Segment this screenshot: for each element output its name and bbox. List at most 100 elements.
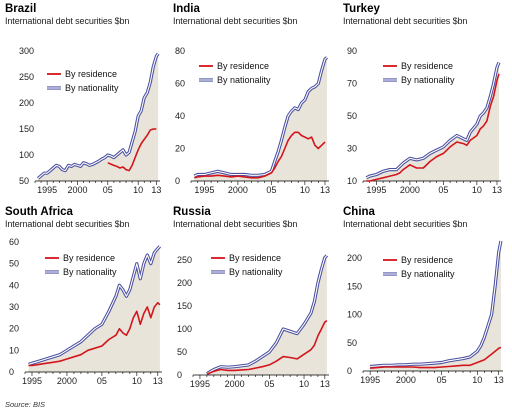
x-tick-label: 2000 [396, 375, 416, 385]
source-value: BIS [32, 400, 46, 409]
y-tick-label: 30 [347, 144, 357, 154]
x-tick-label: 1995 [366, 185, 386, 195]
series-line-nationality-inner [206, 255, 328, 375]
chart-panel-russia: Russia International debt securities $bn… [173, 206, 335, 396]
legend-label-residence: By residence [401, 255, 453, 265]
x-tick-label: 10 [472, 375, 482, 385]
chart-panel-china: China International debt securities $bn … [343, 206, 508, 396]
x-tick-label: 05 [103, 185, 113, 195]
chart-panel-south-africa: South Africa International debt securiti… [5, 206, 167, 396]
legend-label-nationality: By nationality [401, 269, 455, 279]
y-tick-label: 100 [177, 324, 192, 334]
x-tick-label: 2000 [57, 376, 77, 386]
area-fill [194, 57, 327, 181]
y-tick-label: 50 [177, 347, 187, 357]
x-tick-label: 13 [320, 379, 330, 389]
y-tick-label: 50 [9, 259, 19, 269]
chart-subtitle: International debt securities $bn [173, 16, 298, 26]
chart-panel-brazil: Brazil International debt securities $bn… [5, 3, 167, 199]
y-tick-label: 20 [175, 144, 185, 154]
y-tick-label: 0 [175, 176, 180, 186]
y-tick-label: 30 [9, 302, 19, 312]
series-line-residence [194, 131, 326, 179]
chart-title: Brazil [5, 3, 37, 15]
x-tick-label: 05 [264, 379, 274, 389]
y-tick-label: 200 [177, 278, 192, 288]
y-tick-label: 200 [347, 253, 362, 263]
series-line-residence [107, 128, 157, 172]
x-tick-label: 05 [97, 376, 107, 386]
y-tick-label: 0 [177, 370, 182, 380]
x-tick-label: 05 [438, 185, 448, 195]
y-tick-label: 40 [175, 111, 185, 121]
x-tick-label: 1995 [194, 185, 214, 195]
y-tick-label: 300 [19, 46, 34, 56]
chart-plot: 0 10 20 30 40 50 60 1995 2000 05 10 13 By residence B… [9, 237, 163, 386]
y-tick-label: 0 [347, 366, 352, 376]
legend-label-nationality: By nationality [217, 75, 271, 85]
series-line-nationality-inner [366, 62, 500, 179]
x-tick-label: 13 [494, 375, 504, 385]
y-tick-label: 20 [9, 324, 19, 334]
y-tick-label: 150 [347, 281, 362, 291]
x-tick-label: 2000 [67, 185, 87, 195]
y-tick-label: 60 [9, 237, 19, 247]
y-tick-label: 50 [347, 338, 357, 348]
legend-label-residence: By residence [65, 69, 117, 79]
y-tick-label: 250 [19, 72, 34, 82]
chart-plot: 0 50 100 150 200 1995 2000 05 10 13 By residence By… [347, 240, 504, 385]
x-tick-label: 05 [266, 185, 276, 195]
chart-subtitle: International debt securities $bn [343, 219, 468, 229]
y-tick-label: 10 [347, 176, 357, 186]
x-tick-label: 13 [153, 376, 163, 386]
area-fill [206, 255, 327, 375]
y-tick-label: 80 [175, 46, 185, 56]
legend-label-residence: By residence [217, 61, 269, 71]
series-line-nationality-inner [28, 245, 161, 365]
chart-title: Turkey [343, 3, 380, 15]
y-tick-label: 40 [9, 280, 19, 290]
x-tick-label: 2000 [400, 185, 420, 195]
chart-subtitle: International debt securities $bn [5, 219, 130, 229]
chart-panel-turkey: Turkey International debt securities $bn… [343, 3, 508, 199]
chart-title: Russia [173, 206, 211, 218]
y-tick-label: 50 [19, 176, 29, 186]
chart-subtitle: International debt securities $bn [5, 16, 130, 26]
y-tick-label: 10 [9, 345, 19, 355]
x-tick-label: 10 [132, 376, 142, 386]
chart-subtitle: International debt securities $bn [173, 219, 298, 229]
area-fill [28, 246, 160, 372]
x-tick-label: 1995 [37, 185, 57, 195]
legend-label-nationality: By nationality [65, 83, 119, 93]
chart-title: South Africa [5, 206, 73, 218]
chart-subtitle: International debt securities $bn [343, 16, 468, 26]
x-tick-label: 13 [492, 185, 502, 195]
source-note: Source: BIS [5, 400, 45, 409]
chart-plot: 0 20 40 60 80 1995 2000 05 10 13 By residence By na… [175, 46, 330, 195]
x-tick-label: 05 [437, 375, 447, 385]
x-tick-label: 2000 [228, 185, 248, 195]
y-tick-label: 150 [19, 124, 34, 134]
series-line-residence [370, 346, 502, 369]
y-tick-label: 70 [347, 79, 357, 89]
y-tick-label: 0 [9, 367, 14, 377]
x-tick-label: 10 [472, 185, 482, 195]
area-fill [38, 53, 159, 181]
x-tick-label: 13 [320, 185, 330, 195]
x-tick-label: 1995 [360, 375, 380, 385]
area-fill [366, 62, 499, 181]
chart-title: India [173, 3, 200, 15]
legend-label-nationality: By nationality [401, 75, 455, 85]
legend-label-nationality: By nationality [63, 267, 117, 277]
y-tick-label: 100 [347, 310, 362, 320]
y-tick-label: 250 [177, 255, 192, 265]
x-tick-label: 1995 [190, 379, 210, 389]
chart-plot: 50 100 150 200 250 300 1995 2000 05 10 13 By reside… [19, 46, 161, 195]
series-line-nationality-inner [370, 240, 502, 368]
series-line-residence [206, 320, 328, 375]
y-tick-label: 50 [347, 111, 357, 121]
y-tick-label: 100 [19, 150, 34, 160]
y-tick-label: 200 [19, 98, 34, 108]
y-tick-label: 150 [177, 301, 192, 311]
x-tick-label: 2000 [225, 379, 245, 389]
